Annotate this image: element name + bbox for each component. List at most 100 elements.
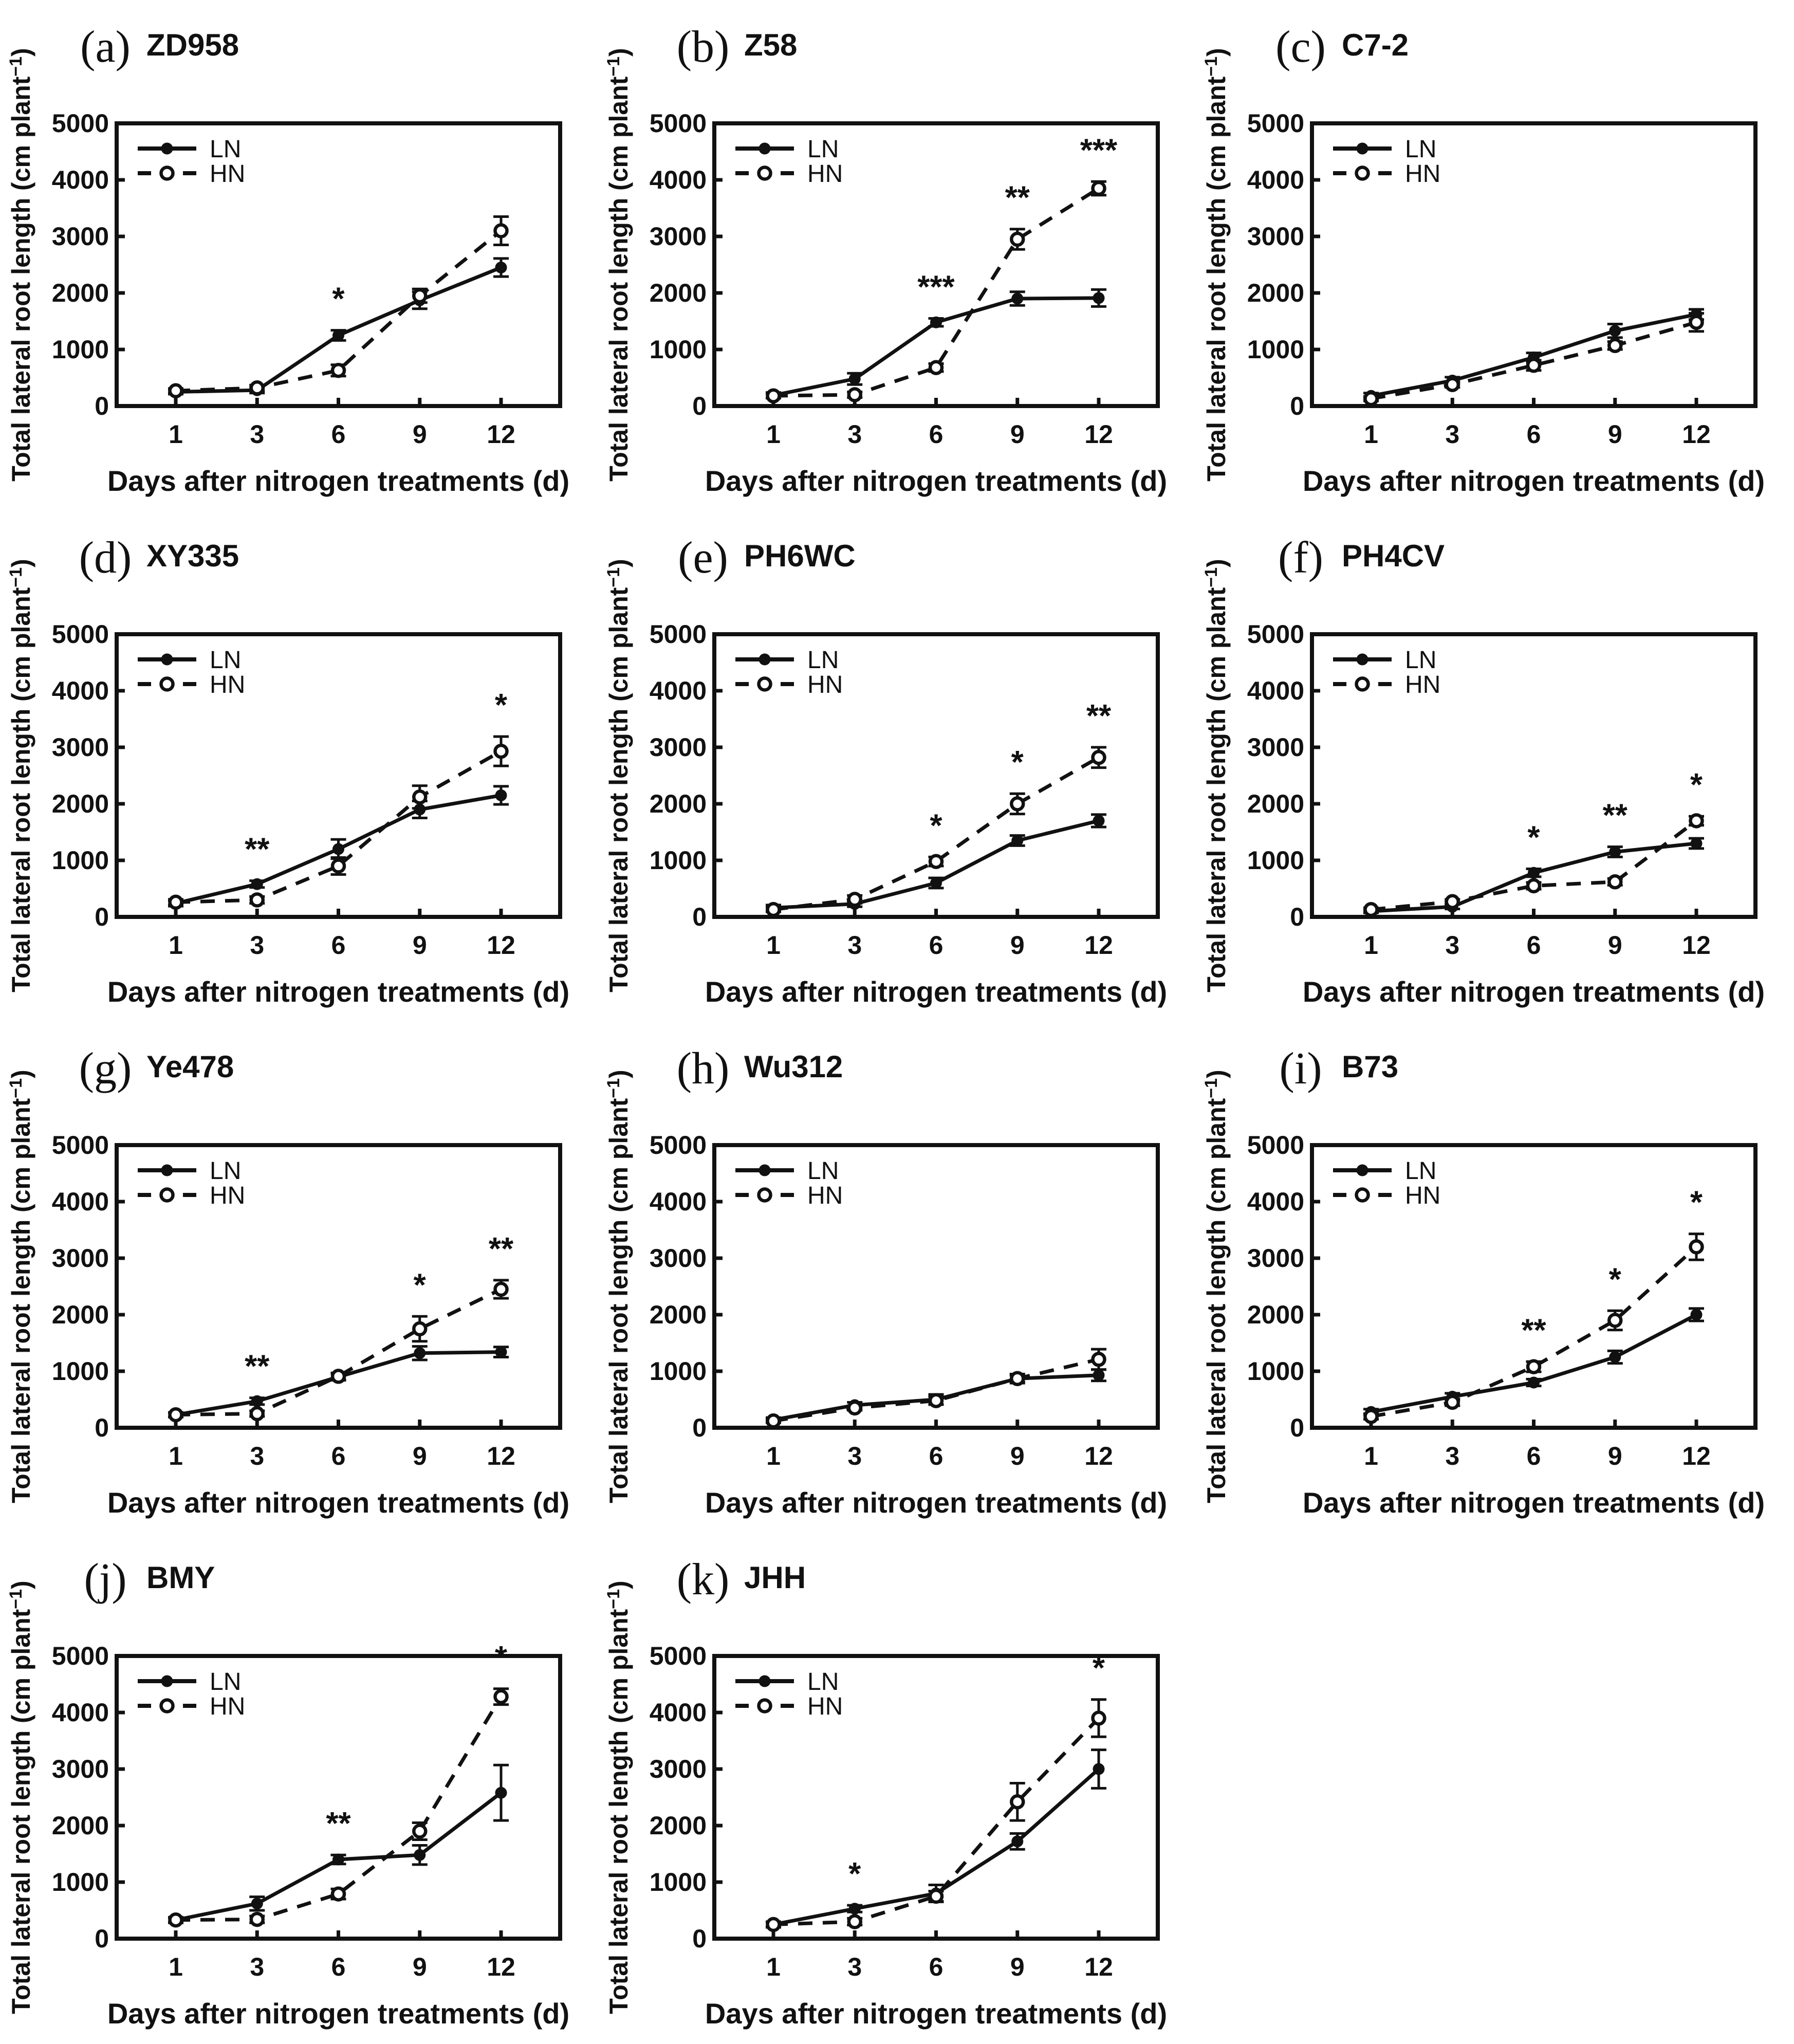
x-tick-label: 9: [1010, 1953, 1025, 1981]
x-tick-label: 3: [847, 1442, 862, 1470]
legend-ln-marker: [161, 142, 173, 155]
panel-letter: (g): [79, 1044, 132, 1094]
y-tick-label: 5000: [52, 620, 109, 649]
y-tick-label: 5000: [1247, 1131, 1304, 1159]
series-HN-point: [168, 383, 183, 399]
y-tick-label: 4000: [52, 676, 109, 705]
panel-letter: (f): [1278, 533, 1323, 583]
chart-C7-2: (c) C7-2 0 1000 2000 3000 4000 5000 1 3 6 9 12 Days a…: [1201, 22, 1765, 497]
x-axis-label: Days after nitrogen treatments (d): [1303, 975, 1765, 1008]
series-HN-line: [175, 749, 502, 904]
legend-hn-marker: [159, 1698, 175, 1714]
series-HN-point: [168, 894, 183, 910]
series-HN-point: [766, 1917, 781, 1932]
y-tick-label: 0: [692, 1924, 707, 1953]
series-LN-point: [332, 843, 344, 855]
series-HN-point: [928, 854, 944, 869]
x-tick-label: 1: [766, 1953, 781, 1981]
y-tick-label: 0: [1290, 392, 1304, 420]
series-HN: [1363, 312, 1704, 407]
series-HN-point: [1091, 180, 1106, 196]
panel-letter: (k): [677, 1555, 730, 1605]
y-tick-label: 4000: [52, 1698, 109, 1727]
series-HN-point: [493, 743, 509, 759]
significance-mark: **: [245, 832, 270, 868]
x-tick-label: 9: [1010, 1442, 1025, 1470]
y-axis-ticks: 0 1000 2000 3000 4000 5000: [52, 109, 125, 420]
series-LN-point: [1528, 1376, 1540, 1389]
series-LN-point: [1093, 1369, 1105, 1382]
series-HN: [168, 1687, 509, 1928]
chart-Wu312: (h) Wu312 0 1000 2000 3000 4000 5000 1 3 6 9 12 Days …: [604, 1044, 1167, 1519]
series-HN-point: [1010, 796, 1025, 812]
significance-mark: **: [1521, 1313, 1546, 1348]
y-tick-label: 5000: [52, 1131, 109, 1159]
x-axis-ticks: 1 3 6 9 12: [766, 1420, 1113, 1470]
series-LN-point: [495, 789, 507, 801]
series-HN-point: [928, 1888, 944, 1904]
x-tick-label: 9: [413, 1442, 427, 1470]
x-tick-label: 9: [1608, 420, 1622, 449]
y-axis-ticks: 0 1000 2000 3000 4000 5000: [52, 620, 125, 931]
series-LN-point: [1609, 1351, 1621, 1363]
chart-Z58: (b) Z58 0 1000 2000 3000 4000 5000 1 3 6 9 12 Days af…: [604, 22, 1167, 497]
x-tick-label: 3: [250, 1442, 264, 1470]
x-axis-ticks: 1 3 6 9 12: [766, 398, 1113, 449]
x-tick-label: 9: [413, 420, 427, 449]
panel-letter: (j): [84, 1555, 126, 1605]
series-LN: [168, 1763, 509, 1926]
series-HN-point: [1445, 1394, 1460, 1410]
y-tick-label: 4000: [650, 676, 707, 705]
y-tick-label: 2000: [1247, 789, 1304, 818]
y-tick-label: 5000: [650, 1642, 707, 1670]
legend-hn-label: HN: [807, 160, 843, 188]
legend-ln-marker: [161, 653, 173, 666]
x-tick-label: 6: [1527, 1442, 1541, 1470]
y-tick-label: 4000: [52, 165, 109, 194]
panel-PH6WC: (e) PH6WC 0 1000 2000 3000 4000 5000 1 3 6 9 12 Days …: [598, 511, 1195, 1022]
y-tick-label: 3000: [52, 222, 109, 251]
series-HN: [168, 1279, 509, 1423]
chart-PH4CV: (f) PH4CV 0 1000 2000 3000 4000 5000 1 3 6 9 12 Days …: [1201, 533, 1765, 1008]
significance-mark: *: [414, 1267, 427, 1303]
series-HN-point: [330, 1886, 346, 1902]
legend-hn-label: HN: [1405, 160, 1440, 188]
y-tick-label: 3000: [650, 222, 707, 251]
series-HN: [1363, 813, 1704, 917]
x-axis-ticks: 1 3 6 9 12: [1364, 909, 1711, 960]
x-tick-label: 12: [487, 420, 515, 449]
series-LN-point: [495, 1346, 507, 1358]
legend-hn-marker: [159, 1187, 175, 1203]
series-LN-line: [773, 296, 1099, 397]
series-LN-point: [1609, 846, 1621, 858]
y-tick-label: 0: [95, 392, 109, 420]
legend-hn-marker: [1355, 165, 1370, 181]
series-HN-line: [773, 187, 1100, 398]
series-HN-point: [168, 1912, 183, 1928]
y-axis-ticks: 0 1000 2000 3000 4000 5000: [650, 1642, 723, 1953]
series-LN: [168, 785, 509, 910]
legend-hn-marker: [1355, 1187, 1370, 1203]
x-tick-label: 9: [1010, 931, 1025, 960]
y-axis-label: Total lateral root length (cm plant−1): [6, 559, 35, 992]
x-tick-label: 6: [929, 420, 944, 449]
significance-mark: **: [1603, 798, 1628, 834]
series-LN-point: [251, 1898, 263, 1910]
x-tick-label: 3: [1445, 931, 1459, 960]
series-HN-point: [1445, 894, 1460, 910]
panel-letter: (c): [1275, 22, 1326, 72]
significance-mark: *: [1690, 1185, 1703, 1221]
y-tick-label: 3000: [52, 733, 109, 762]
chart-XY335: (d) XY335 0 1000 2000 3000 4000 5000 1 3 6 9 12 Days …: [6, 533, 569, 1008]
panel-letter: (i): [1279, 1044, 1322, 1094]
significance-mark: *: [848, 1856, 861, 1892]
x-axis-ticks: 1 3 6 9 12: [766, 909, 1113, 960]
x-tick-label: 3: [250, 1953, 264, 1981]
series-LN-point: [848, 373, 861, 385]
chart-PH6WC: (e) PH6WC 0 1000 2000 3000 4000 5000 1 3 6 9 12 Days …: [604, 533, 1167, 1008]
series-LN-point: [332, 329, 344, 341]
panel-title: BMY: [146, 1560, 215, 1595]
y-tick-label: 3000: [52, 1244, 109, 1273]
x-tick-label: 12: [1084, 420, 1113, 449]
